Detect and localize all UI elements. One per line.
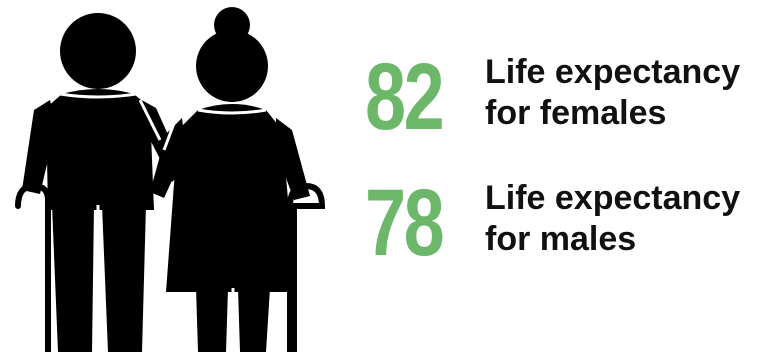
woman-right-leg (238, 288, 270, 352)
man-head (60, 13, 136, 89)
woman-left-arm (150, 118, 186, 198)
woman-left-leg (196, 288, 228, 352)
man-cane (15, 182, 51, 352)
woman-dress (166, 104, 296, 292)
female-life-expectancy-value: 82 (365, 44, 445, 150)
woman-head (196, 30, 268, 102)
male-life-expectancy: 78 Life expectancy for males (355, 176, 765, 286)
female-label-line1: Life expectancy (485, 53, 741, 91)
man-torso (46, 89, 154, 210)
man-left-leg (52, 205, 94, 352)
female-label-line2: for females (485, 94, 667, 132)
male-life-expectancy-value: 78 (365, 170, 445, 276)
woman-cane (287, 182, 326, 352)
female-life-expectancy-label: Life expectancy for females (485, 52, 740, 134)
female-life-expectancy: 82 Life expectancy for females (355, 50, 765, 160)
woman-right-arm (276, 118, 310, 200)
male-label-line2: for males (485, 220, 637, 258)
man-left-arm (22, 100, 56, 194)
male-life-expectancy-label: Life expectancy for males (485, 178, 740, 260)
man-right-leg (102, 205, 146, 352)
elderly-couple-icon (15, 7, 326, 352)
male-label-line1: Life expectancy (485, 179, 741, 217)
